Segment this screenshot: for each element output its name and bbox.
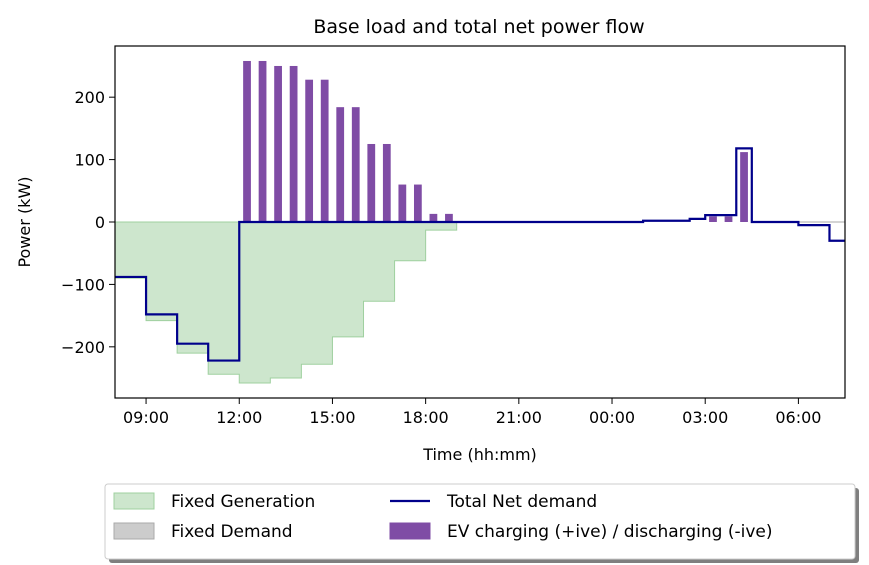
chart-title: Base load and total net power flow [313,16,644,38]
x-axis-label: Time (hh:mm) [422,445,537,464]
x-tick-label-7: 06:00 [775,408,821,427]
ev-bar-9 [382,143,391,222]
ev-bar-6 [336,107,345,222]
x-tick-label-4: 21:00 [496,408,542,427]
x-tick-label-0: 09:00 [123,408,169,427]
legend-swatch-0 [113,492,155,510]
y-tick-label-2: 0 [95,213,105,232]
ev-bar-0 [243,60,251,222]
legend-label-2: Total Net demand [446,492,597,512]
plot-area [114,45,846,399]
y-tick-label-4: −200 [61,338,105,357]
ev-bar-2 [274,65,282,222]
ev-bar-5 [320,79,329,223]
legend-swatch-3 [389,522,431,540]
legend-label-0: Fixed Generation [171,492,315,512]
legend-swatch-1 [113,522,155,540]
ev-bar-12 [429,213,438,222]
x-tick-label-3: 18:00 [403,408,449,427]
line-total-net-demand [115,147,845,362]
x-axis: 09:00 12:00 15:00 18:00 21:00 00:00 03:00 06:00 [123,398,821,427]
ev-bar-14 [709,216,717,222]
area-fixed-generation [114,221,458,384]
ev-bar-13 [445,213,453,222]
legend-label-1: Fixed Demand [171,522,293,542]
ev-bar-15 [724,216,733,222]
y-tick-label-3: −100 [61,275,105,294]
y-tick-label-0: 200 [74,88,105,107]
x-tick-label-2: 15:00 [309,408,355,427]
legend-label-3: EV charging (+ive) / discharging (-ive) [447,522,773,542]
ev-bar-1 [258,60,267,222]
ev-bar-16 [740,152,748,222]
ev-bar-7 [351,107,360,222]
x-tick-label-6: 03:00 [682,408,728,427]
ev-bar-8 [367,143,376,222]
y-axis: 200 100 0 −100 −200 [61,88,115,357]
x-tick-label-1: 12:00 [216,408,262,427]
y-axis-label: Power (kW) [15,176,34,267]
ev-bar-10 [398,184,407,222]
y-tick-label-1: 100 [74,151,105,170]
ev-bar-4 [305,79,314,223]
ev-bar-11 [413,184,422,222]
legend: Fixed Generation Fixed Demand Total Net de… [104,483,859,563]
x-tick-label-5: 00:00 [589,408,635,427]
ev-bar-3 [289,65,298,222]
legend-box [104,483,856,560]
